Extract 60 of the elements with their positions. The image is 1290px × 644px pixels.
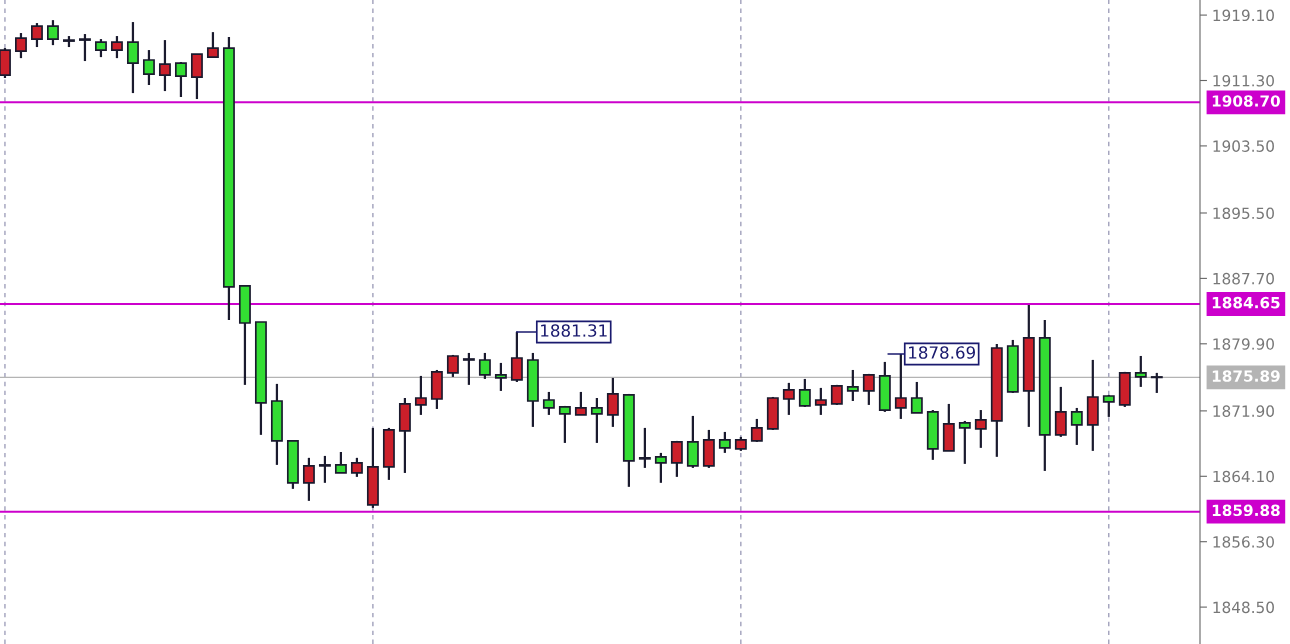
- y-tick-label: 1887.70: [1213, 272, 1274, 285]
- y-tick-label: 1879.90: [1213, 338, 1274, 350]
- candlestick: [31, 21, 43, 49]
- candlestick: [814, 386, 827, 417]
- candlestick: [606, 376, 619, 429]
- candlestick: [78, 32, 91, 63]
- candlestick: [158, 38, 171, 93]
- candlestick: [574, 390, 587, 417]
- candlestick: [350, 456, 363, 478]
- ref-line-label: 1859.88: [1212, 504, 1280, 517]
- candlestick: [174, 60, 187, 99]
- candlestick: [494, 361, 507, 393]
- ref-line-label: 1908.70: [1212, 95, 1280, 107]
- ref-line-label: 1875.89: [1212, 370, 1280, 382]
- candlestick: [190, 52, 203, 101]
- y-tick-label: 1856.30: [1213, 536, 1274, 548]
- y-tick-label: 1911.30: [1213, 74, 1274, 87]
- candlestick: [750, 417, 763, 444]
- y-tick-label: 1848.50: [1213, 601, 1274, 614]
- candlestick: [94, 37, 107, 59]
- candlestick: [478, 351, 491, 381]
- candlestick: [910, 380, 923, 415]
- candlestick: [46, 19, 59, 47]
- candlestick: [334, 450, 347, 475]
- candlestick: [558, 404, 571, 445]
- y-tick-label: 1864.10: [1213, 470, 1274, 483]
- y-tick-label: 1895.50: [1213, 207, 1274, 220]
- candlestick: [958, 419, 971, 465]
- candlestick: [718, 430, 731, 455]
- annotation: 1878.69: [909, 346, 975, 359]
- candlestick: [462, 351, 475, 386]
- y-tick-label: 1903.50: [1213, 140, 1274, 152]
- y-tick-label: 1919.10: [1213, 9, 1274, 22]
- candlestick: [846, 368, 859, 403]
- candlestick: [1070, 406, 1083, 447]
- candlestick: [638, 426, 651, 470]
- candlestick: [798, 377, 811, 409]
- candlestick: [15, 31, 27, 60]
- candlestick: [974, 408, 987, 449]
- candlestick: [590, 396, 603, 445]
- candlestick: [1054, 385, 1067, 438]
- candlestick: [654, 451, 667, 484]
- candlestick: [110, 34, 123, 60]
- y-tick-label: 1871.90: [1213, 405, 1274, 417]
- candlestick: [782, 381, 795, 417]
- candlestick: [302, 456, 315, 502]
- candlestick: [206, 31, 219, 59]
- candlestick: [142, 48, 155, 87]
- ref-line-label: 1884.65: [1212, 296, 1280, 309]
- candlestick: [1150, 371, 1163, 395]
- candlestick: [414, 374, 427, 417]
- candlestick: [318, 454, 331, 484]
- candlestick: [894, 352, 907, 421]
- candlestick: [1134, 354, 1147, 389]
- annotation: 1881.31: [541, 324, 607, 337]
- candlestick: [862, 372, 875, 407]
- candlestick: [670, 439, 683, 478]
- candlestick: [542, 390, 555, 417]
- candlestick: [126, 20, 139, 95]
- candlestick: [686, 414, 699, 470]
